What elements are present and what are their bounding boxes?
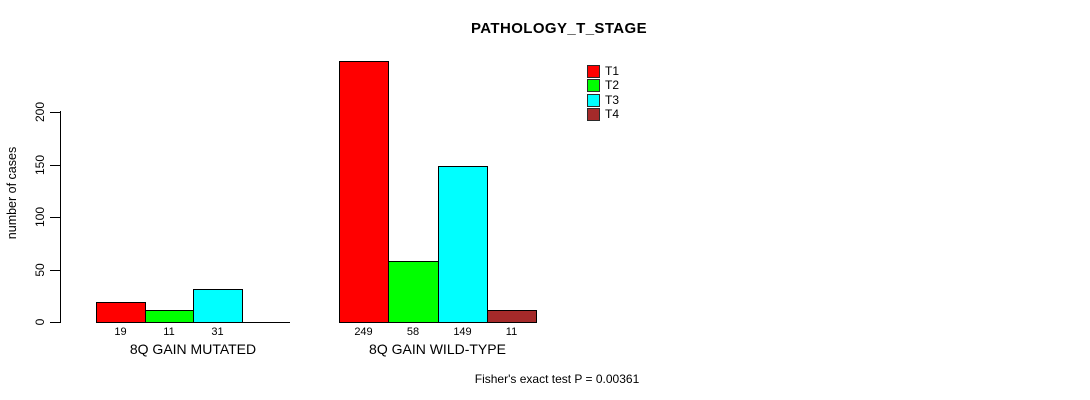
bar-t2 xyxy=(388,261,439,323)
bar-value-label: 249 xyxy=(354,326,373,338)
y-axis-tick xyxy=(50,217,60,218)
y-axis-line xyxy=(60,111,61,323)
y-axis-tick-label: 50 xyxy=(33,263,47,277)
y-axis-label: number of cases xyxy=(5,146,19,240)
y-axis-tick-label: 200 xyxy=(33,101,47,123)
legend-swatch-t4 xyxy=(587,108,600,121)
y-axis-tick-label: 150 xyxy=(33,154,47,176)
bar-t3 xyxy=(193,289,243,323)
legend-label: T2 xyxy=(605,78,620,92)
bar-value-label: 31 xyxy=(211,326,224,338)
legend-swatch-t1 xyxy=(587,65,600,78)
fisher-test-annotation: Fisher's exact test P = 0.00361 xyxy=(474,372,640,386)
chart-title: PATHOLOGY_T_STAGE xyxy=(471,20,647,37)
legend-swatch-t3 xyxy=(587,94,600,107)
y-axis-tick xyxy=(50,270,60,271)
x-axis-category-label: 8Q GAIN WILD-TYPE xyxy=(369,341,506,357)
x-axis-category-label: 8Q GAIN MUTATED xyxy=(129,341,257,357)
y-axis-tick xyxy=(50,112,60,113)
bar-value-label: 19 xyxy=(114,326,127,338)
bar-value-label: 149 xyxy=(453,326,472,338)
bar-value-label: 11 xyxy=(163,326,175,338)
legend-label: T1 xyxy=(605,64,620,78)
bar-value-label: 11 xyxy=(505,326,518,338)
y-axis-tick-label: 0 xyxy=(33,318,47,326)
legend-label: T3 xyxy=(605,93,620,107)
bar-t4 xyxy=(487,310,537,323)
legend-label: T4 xyxy=(605,107,620,121)
bar-t2 xyxy=(145,310,194,323)
bar-t3 xyxy=(438,166,488,323)
bar-t1 xyxy=(96,302,146,323)
bar-t1 xyxy=(339,61,389,323)
bar-value-label: 58 xyxy=(406,326,420,338)
legend-swatch-t2 xyxy=(587,79,600,92)
y-axis-tick xyxy=(50,322,60,323)
y-axis-tick xyxy=(50,165,60,166)
y-axis-tick-label: 100 xyxy=(33,206,47,228)
